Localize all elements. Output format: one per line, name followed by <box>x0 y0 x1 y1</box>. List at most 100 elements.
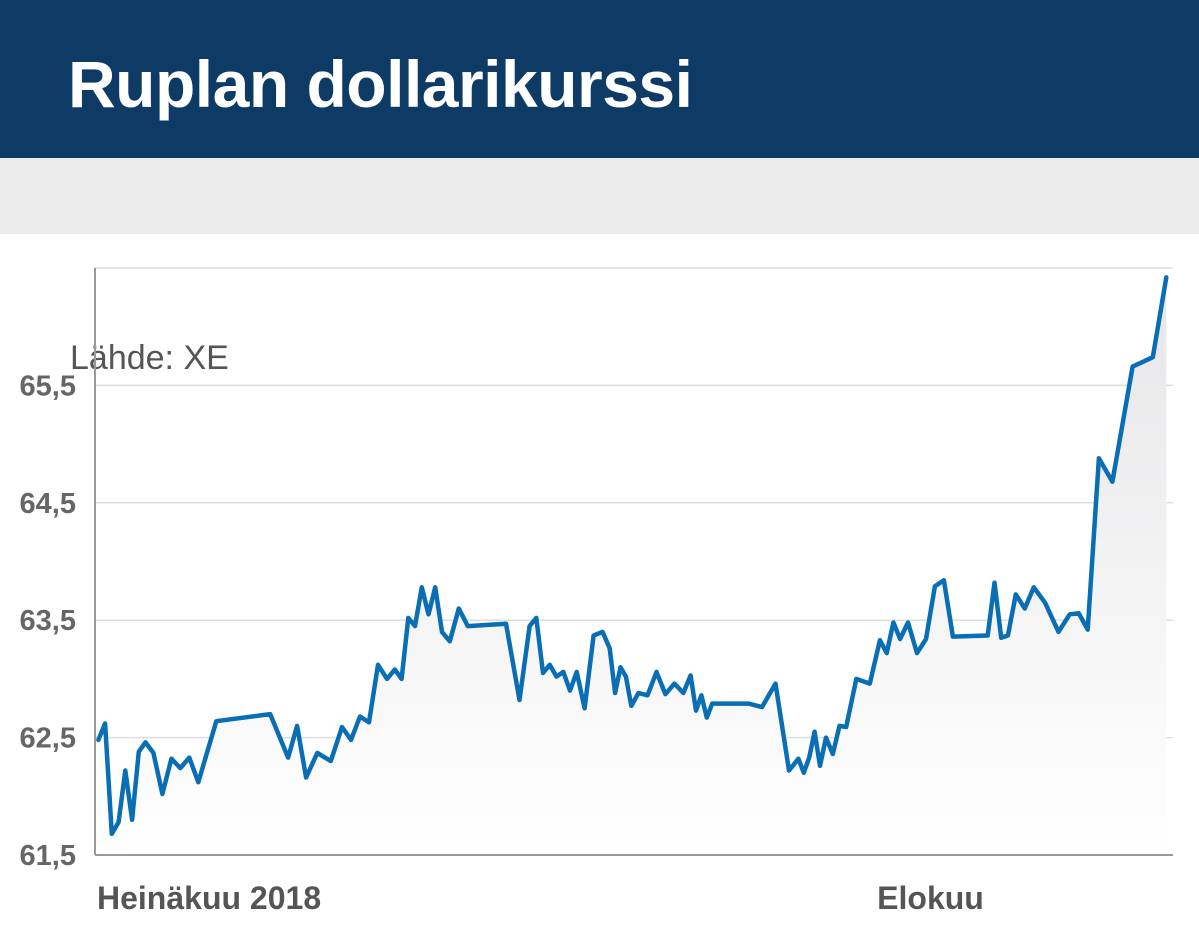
data-point <box>796 757 800 761</box>
data-point <box>681 691 685 695</box>
series-line <box>96 275 1169 837</box>
data-point <box>103 722 107 726</box>
data-point <box>358 715 362 719</box>
data-point <box>187 756 191 760</box>
data-point <box>534 616 538 620</box>
data-point <box>831 752 835 756</box>
axes <box>94 268 1173 856</box>
data-point <box>637 691 641 695</box>
y-tick-labels: 61,5 62,5 63,5 64,5 65,5 <box>20 370 76 872</box>
data-point <box>699 693 703 697</box>
data-point <box>1006 634 1010 638</box>
data-point <box>933 584 937 588</box>
data-point <box>619 665 623 669</box>
data-point <box>466 624 470 628</box>
data-point <box>1097 456 1101 460</box>
data-point <box>844 725 848 729</box>
data-point <box>160 792 164 796</box>
data-point <box>924 637 928 641</box>
data-point <box>583 706 587 710</box>
data-point <box>885 651 889 655</box>
data-point <box>144 740 148 744</box>
data-point <box>295 724 299 728</box>
data-point <box>196 780 200 784</box>
data-point <box>96 738 100 742</box>
data-point <box>646 693 650 697</box>
data-point <box>214 719 218 723</box>
data-point <box>420 585 424 589</box>
data-point <box>915 651 919 655</box>
data-point <box>672 682 676 686</box>
data-point <box>951 635 955 639</box>
data-point <box>1057 630 1061 634</box>
data-point <box>151 751 155 755</box>
data-point <box>504 622 508 626</box>
y-tick-label: 61,5 <box>20 840 76 872</box>
data-point <box>440 630 444 634</box>
data-point <box>999 636 1003 640</box>
data-point <box>117 820 121 824</box>
data-point <box>824 736 828 740</box>
chart-title: Ruplan dollarikurssi <box>68 47 693 121</box>
y-tick-label: 65,5 <box>20 370 76 402</box>
source-label: Lähde: XE <box>70 339 229 377</box>
data-point <box>268 712 272 716</box>
data-point <box>613 691 617 695</box>
data-point <box>663 692 667 696</box>
header-bar: Ruplan dollarikurssi <box>0 0 1199 158</box>
data-point <box>427 612 431 616</box>
data-point <box>802 771 806 775</box>
data-point <box>568 689 572 693</box>
data-point <box>169 757 173 761</box>
data-point <box>385 677 389 681</box>
x-tick-labels: Heinäkuu 2018 Elokuu <box>97 880 984 916</box>
data-point <box>1068 612 1072 616</box>
data-point <box>898 637 902 641</box>
data-point <box>868 682 872 686</box>
y-tick-label: 62,5 <box>20 723 76 755</box>
data-point <box>315 751 319 755</box>
data-point <box>561 670 565 674</box>
data-point <box>601 630 605 634</box>
data-point <box>787 769 791 773</box>
area-fill <box>98 277 1167 855</box>
data-point <box>747 702 751 706</box>
data-point <box>393 668 397 672</box>
data-point <box>406 616 410 620</box>
data-point <box>1023 607 1027 611</box>
source-bar: Lähde: XE <box>0 158 1199 377</box>
data-point <box>367 720 371 724</box>
data-point <box>130 818 134 822</box>
data-point <box>986 634 990 638</box>
y-tick-label: 63,5 <box>20 605 76 637</box>
data-point <box>878 638 882 642</box>
data-point <box>813 730 817 734</box>
data-point <box>1110 480 1114 484</box>
data-point <box>575 670 579 674</box>
data-point <box>705 716 709 720</box>
data-point <box>629 704 633 708</box>
data-point <box>178 766 182 770</box>
data-point <box>1164 275 1168 279</box>
data-point <box>340 725 344 729</box>
x-tick-label: Heinäkuu 2018 <box>97 880 321 916</box>
data-point <box>710 702 714 706</box>
data-point <box>774 682 778 686</box>
data-point <box>1131 365 1135 369</box>
data-point <box>592 634 596 638</box>
data-point <box>433 585 437 589</box>
data-point <box>838 724 842 728</box>
data-point <box>528 624 532 628</box>
data-point <box>1086 628 1090 632</box>
data-point <box>1077 611 1081 615</box>
data-point <box>304 776 308 780</box>
data-point <box>1151 355 1155 359</box>
data-point <box>349 738 353 742</box>
data-point <box>413 624 417 628</box>
data-point <box>689 673 693 677</box>
data-point <box>906 621 910 625</box>
data-point <box>518 698 522 702</box>
data-point <box>1043 601 1047 605</box>
y-tick-label: 64,5 <box>20 488 76 520</box>
data-point <box>993 581 997 585</box>
